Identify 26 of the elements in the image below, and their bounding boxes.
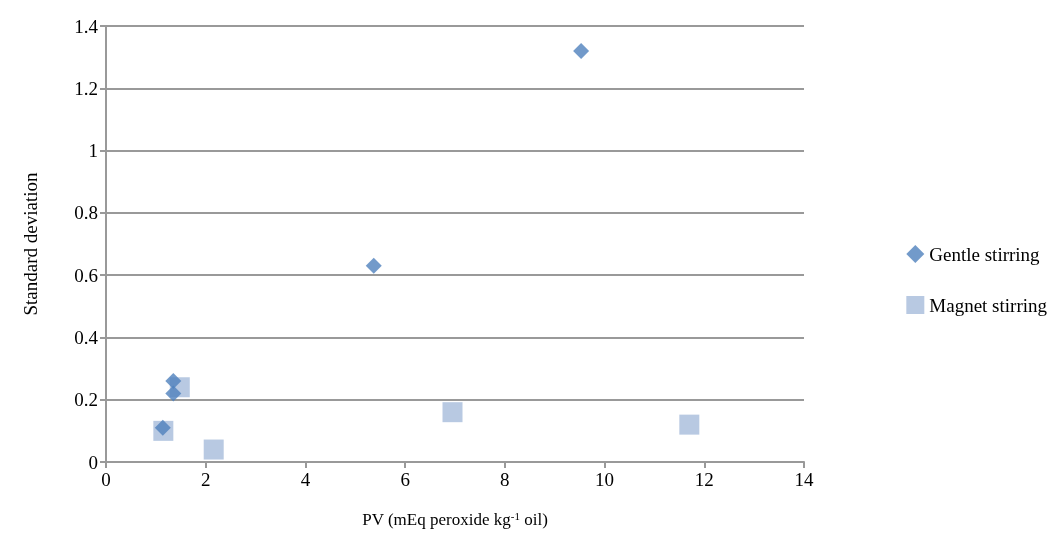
y-tick-label: 0.4 bbox=[74, 326, 99, 348]
x-tick-label: 12 bbox=[694, 469, 714, 490]
y-tick-label: 0.6 bbox=[74, 264, 98, 286]
x-tick-label: 8 bbox=[500, 469, 510, 490]
x-tick-label: 14 bbox=[794, 469, 814, 490]
y-tick-label: 1.2 bbox=[74, 77, 98, 99]
point bbox=[203, 439, 224, 460]
point bbox=[679, 414, 700, 435]
x-tick-label: 6 bbox=[400, 469, 410, 490]
y-tick-label: 0 bbox=[88, 451, 98, 473]
legend-label: Gentle stirring bbox=[929, 243, 1041, 265]
point bbox=[365, 257, 382, 274]
point bbox=[154, 419, 171, 436]
y-axis-title: Standard deviation bbox=[20, 172, 41, 316]
y-tick-label: 1 bbox=[88, 140, 98, 162]
point bbox=[165, 373, 182, 390]
point bbox=[165, 385, 182, 402]
y-tick-label: 0.8 bbox=[74, 202, 98, 224]
point bbox=[573, 42, 590, 59]
y-tick-label: 1.4 bbox=[74, 15, 99, 37]
x-tick-label: 4 bbox=[300, 469, 311, 490]
x-tick-label: 10 bbox=[595, 469, 615, 490]
point bbox=[442, 402, 463, 423]
y-tick-label: 0.2 bbox=[74, 389, 98, 411]
legend-label: Magnet stirring bbox=[929, 294, 1048, 316]
x-tick-label: 2 bbox=[200, 469, 211, 490]
